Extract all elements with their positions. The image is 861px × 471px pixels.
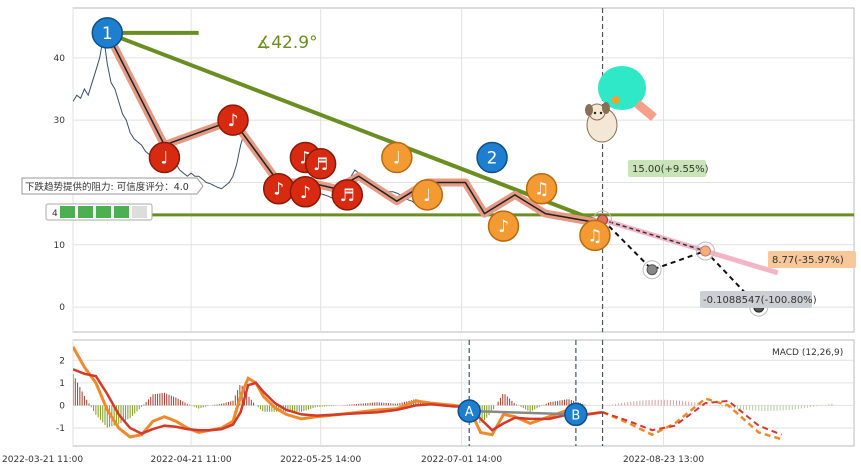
x-tick-label: 2022-03-21 11:00 <box>2 455 83 465</box>
macd-y-tick-label: 2 <box>59 356 65 366</box>
macd-point-marker <box>564 402 588 427</box>
macd-ab-line <box>469 409 576 416</box>
target-mid-label: 8.77(-35.97%) <box>768 251 856 268</box>
projection-point <box>646 264 658 276</box>
wave-marker-orange <box>579 219 611 252</box>
rating-box: 4 <box>45 203 153 221</box>
wave-marker-blue <box>476 141 508 174</box>
x-tick-label: 2022-07-01 14:00 <box>421 455 502 465</box>
svg-text:15.00(+9.55%): 15.00(+9.55%) <box>632 164 709 175</box>
downtrend-line <box>106 31 604 225</box>
macd-dashed-lines <box>468 340 604 446</box>
macd-point-label: A <box>465 405 474 420</box>
macd-y-tick-label: -1 <box>56 424 65 434</box>
svg-text:8.77(-35.97%): 8.77(-35.97%) <box>772 255 844 266</box>
target-up-label: 15.00(+9.55%) <box>628 160 709 177</box>
wave-marker-label: ♪ <box>498 217 509 237</box>
x-tick-label: 2022-08-23 13:00 <box>623 455 704 465</box>
dog-mascot-icon <box>585 66 657 143</box>
rating-count: 4 <box>52 209 58 219</box>
wave-marker-label: ♫ <box>534 180 549 200</box>
wave-marker-red <box>331 179 364 211</box>
macd-dif-line <box>73 346 603 439</box>
projection-point-ring <box>642 260 662 280</box>
macd-dea-projection <box>602 399 782 436</box>
target-low-label: -0.1088547(-100.80%) <box>700 291 817 308</box>
resistance-note-text: 下跌趋势提供的阻力: 可信度评分：4.0 <box>25 181 189 193</box>
wave-marker-label: ♬ <box>313 155 328 175</box>
rating-dog-icon <box>96 206 111 218</box>
macd-y-tick-label: 1 <box>59 379 65 389</box>
macd-grid: -1 0 1 2 <box>56 340 854 446</box>
rating-dog-icon <box>114 206 129 218</box>
projection-point-ring <box>695 241 715 261</box>
macd-point-label: B <box>571 408 580 423</box>
angle-label: ∡42.9° <box>256 33 318 53</box>
wave-markers: 1♩♪♪ ♪♫ ♬♬♩♩2♪♫♫ <box>91 17 611 252</box>
rating-dog-icon-empty <box>132 206 147 218</box>
wave-marker-label: ♩ <box>393 149 401 169</box>
macd-title: MACD (12,26,9) <box>772 348 843 358</box>
wave-marker-label: ♩ <box>160 149 168 169</box>
x-tick-label: 2022-04-21 11:00 <box>151 455 232 465</box>
rating-dog-icon <box>60 206 75 218</box>
macd-dea-line <box>73 368 603 435</box>
macd-y-tick-label: 0 <box>59 401 65 411</box>
rating-dog-icon <box>78 206 93 218</box>
price-y-tick-label: 10 <box>54 241 66 251</box>
wave-marker-label: ♪ <box>300 183 311 203</box>
wave-marker-orange <box>411 179 444 211</box>
wave-marker-blue <box>91 17 124 49</box>
resistance-note: 下跌趋势提供的阻力: 可信度评分：4.0 <box>21 177 204 195</box>
wave-marker-red <box>148 141 181 174</box>
wave-marker-label: 2 <box>487 149 498 169</box>
wave-marker-red <box>304 148 337 180</box>
wave-marker-orange <box>487 210 520 242</box>
macd-point-marker <box>457 399 481 423</box>
wave-marker-label: ♪ <box>273 180 284 200</box>
macd-dif-projection <box>602 397 782 441</box>
wave-marker-orange <box>525 172 558 205</box>
wave-marker-label: ♩ <box>423 186 431 206</box>
price-y-tick-label: 40 <box>54 54 66 64</box>
projection-lower-dashed <box>601 219 760 308</box>
macd-histogram <box>73 373 833 428</box>
projection-point <box>699 245 711 257</box>
wave-marker-orange <box>381 141 413 174</box>
wave-marker-label: 1 <box>102 24 113 44</box>
projection-upper-dashed <box>602 219 706 252</box>
svg-text:-0.1088547(-100.80%): -0.1088547(-100.80%) <box>703 295 817 306</box>
price-y-tick-label: 30 <box>54 116 66 126</box>
wave-marker-label: ♫ <box>587 226 602 246</box>
wave-marker-label: ♬ <box>340 186 355 206</box>
price-y-tick-label: 0 <box>59 303 65 313</box>
wave-marker-red <box>289 176 322 208</box>
wave-marker-red <box>217 104 249 136</box>
x-axis-labels: 2022-03-21 11:00 2022-04-21 11:00 2022-05-… <box>2 455 704 465</box>
x-tick-label: 2022-05-25 14:00 <box>280 455 361 465</box>
wave-marker-label: ♪ <box>228 111 239 131</box>
